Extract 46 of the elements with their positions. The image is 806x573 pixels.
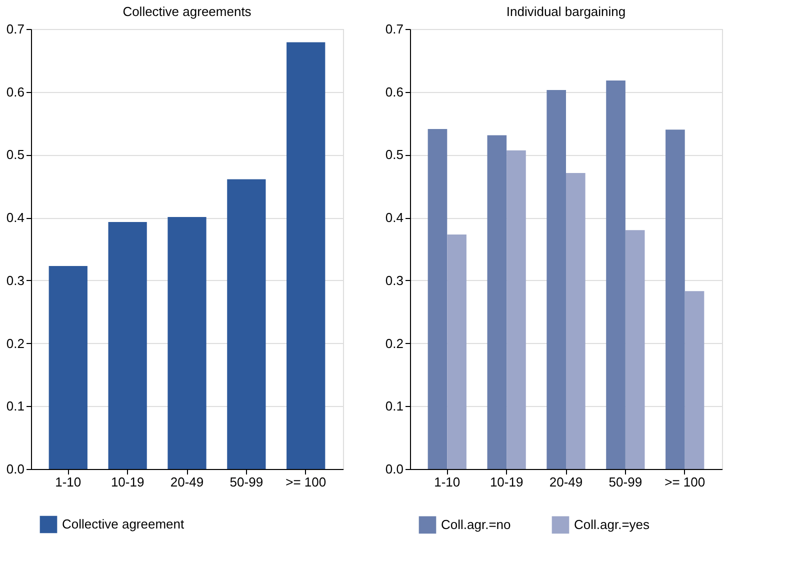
bar	[566, 172, 586, 469]
y-tick-label: 0.3	[6, 272, 24, 288]
y-tick-label: 0.3	[385, 272, 404, 288]
legend-label: Coll.agr.=no	[441, 516, 511, 532]
x-tick-label: >= 100	[664, 474, 706, 490]
bar	[666, 130, 685, 469]
chart-title: Individual bargaining	[506, 4, 626, 19]
y-tick-label: 0.4	[6, 210, 24, 226]
x-tick-label: 20-49	[549, 474, 583, 490]
bar	[606, 80, 626, 469]
x-tick-label: 50-99	[608, 474, 642, 490]
legend-label: Coll.agr.=yes	[574, 516, 650, 532]
y-tick-label: 0.0	[385, 462, 404, 476]
bar	[487, 135, 507, 469]
bar	[286, 42, 326, 469]
y-tick-label: 0.7	[6, 22, 24, 36]
y-tick-label: 0.7	[385, 22, 404, 36]
y-tick-label: 0.4	[385, 210, 404, 226]
x-tick-label: 1-10	[434, 474, 460, 490]
y-tick-label: 0.2	[6, 336, 24, 351]
x-tick-label: >= 100	[286, 474, 326, 490]
bar	[506, 150, 526, 469]
bar	[227, 179, 266, 469]
x-tick-label: 1-10	[55, 474, 82, 490]
bar	[625, 230, 645, 469]
y-tick-label: 0.1	[385, 398, 404, 414]
x-tick-label: 50-99	[230, 474, 264, 490]
x-tick-label: 20-49	[170, 474, 204, 490]
bar	[546, 90, 566, 469]
y-tick-label: 0.5	[385, 147, 404, 162]
y-tick-label: 0.0	[6, 462, 24, 476]
bar	[447, 234, 466, 469]
chart-title: Collective agreements	[122, 4, 252, 19]
y-tick-label: 0.6	[6, 84, 24, 100]
x-tick-label: 10-19	[110, 474, 144, 490]
bar	[684, 291, 704, 469]
y-tick-label: 0.1	[6, 398, 24, 414]
y-tick-label: 0.5	[6, 147, 24, 162]
x-tick-label: 10-19	[490, 474, 524, 490]
bar	[428, 128, 448, 469]
legend-label: Collective agreement	[62, 516, 185, 532]
y-tick-label: 0.6	[385, 84, 404, 100]
bar	[48, 266, 88, 469]
bar	[168, 216, 206, 469]
bar	[108, 222, 147, 469]
y-tick-label: 0.2	[385, 336, 404, 351]
